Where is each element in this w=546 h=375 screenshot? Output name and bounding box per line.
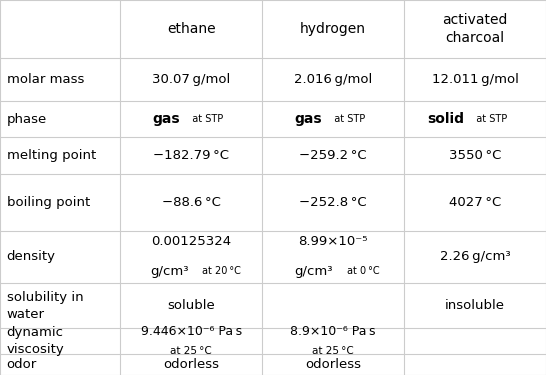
Text: density: density [7, 251, 56, 263]
Text: ethane: ethane [167, 22, 216, 36]
Text: at STP: at STP [186, 114, 223, 124]
Text: 30.07 g/mol: 30.07 g/mol [152, 73, 230, 86]
Text: 12.011 g/mol: 12.011 g/mol [431, 73, 519, 86]
Text: activated
charcoal: activated charcoal [442, 13, 508, 45]
Text: −259.2 °C: −259.2 °C [299, 149, 367, 162]
Text: 3550 °C: 3550 °C [449, 149, 501, 162]
Text: molar mass: molar mass [7, 73, 84, 86]
Text: at 25 °C: at 25 °C [312, 346, 354, 356]
Text: 2.016 g/mol: 2.016 g/mol [294, 73, 372, 86]
Text: odorless: odorless [163, 358, 219, 371]
Text: 8.99×10⁻⁵: 8.99×10⁻⁵ [298, 235, 368, 248]
Text: odor: odor [7, 358, 37, 371]
Text: solubility in
water: solubility in water [7, 291, 83, 321]
Text: insoluble: insoluble [445, 299, 505, 312]
Text: −182.79 °C: −182.79 °C [153, 149, 229, 162]
Text: g/cm³: g/cm³ [150, 265, 188, 278]
Text: at STP: at STP [328, 114, 365, 124]
Text: gas: gas [294, 112, 322, 126]
Text: −252.8 °C: −252.8 °C [299, 196, 367, 209]
Text: odorless: odorless [305, 358, 361, 371]
Text: solid: solid [427, 112, 464, 126]
Text: gas: gas [152, 112, 180, 126]
Text: 8.9×10⁻⁶ Pa s: 8.9×10⁻⁶ Pa s [290, 325, 376, 338]
Text: at STP: at STP [470, 114, 507, 124]
Text: dynamic
viscosity: dynamic viscosity [7, 326, 64, 356]
Text: melting point: melting point [7, 149, 96, 162]
Text: 0.00125324: 0.00125324 [151, 235, 231, 248]
Text: phase: phase [7, 112, 47, 126]
Text: 9.446×10⁻⁶ Pa s: 9.446×10⁻⁶ Pa s [140, 325, 242, 338]
Text: at 20 °C: at 20 °C [201, 266, 241, 276]
Text: 2.26 g/cm³: 2.26 g/cm³ [440, 251, 511, 263]
Text: hydrogen: hydrogen [300, 22, 366, 36]
Text: boiling point: boiling point [7, 196, 90, 209]
Text: at 0 °C: at 0 °C [347, 266, 379, 276]
Text: g/cm³: g/cm³ [295, 265, 333, 278]
Text: soluble: soluble [167, 299, 215, 312]
Text: −88.6 °C: −88.6 °C [162, 196, 221, 209]
Text: 4027 °C: 4027 °C [449, 196, 501, 209]
Text: at 25 °C: at 25 °C [170, 346, 212, 356]
